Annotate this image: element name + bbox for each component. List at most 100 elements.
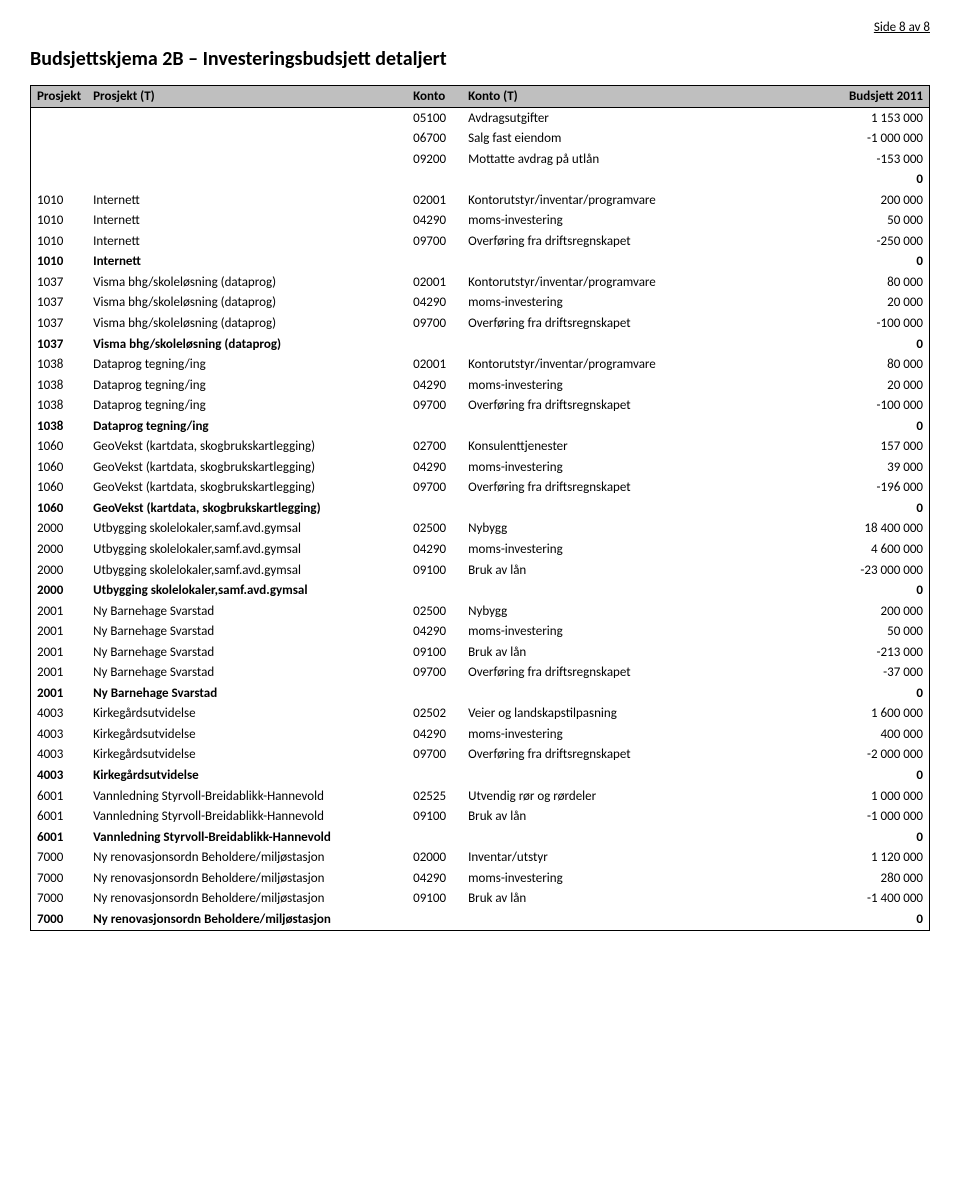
table-row: 1037Visma bhg/skoleløsning (dataprog)020… (31, 272, 930, 293)
cell-prosjekt: 2000 (31, 519, 88, 540)
cell-konto: 04290 (407, 539, 462, 560)
cell-konto-t (462, 581, 834, 602)
cell-prosjekt-t: GeoVekst (kartdata, skogbrukskartlegging… (87, 457, 407, 478)
cell-prosjekt: 6001 (31, 807, 88, 828)
table-row: 2001Ny Barnehage Svarstad02500Nybygg200 … (31, 601, 930, 622)
cell-konto-t: Bruk av lån (462, 807, 834, 828)
cell-konto-t: Utvendig rør og rørdeler (462, 786, 834, 807)
cell-prosjekt-t: Kirkegårdsutvidelse (87, 724, 407, 745)
cell-prosjekt: 4003 (31, 766, 88, 787)
cell-prosjekt: 1060 (31, 457, 88, 478)
cell-prosjekt-t: Utbygging skolelokaler,samf.avd.gymsal (87, 519, 407, 540)
cell-konto: 09700 (407, 478, 462, 499)
cell-konto-t: Mottatte avdrag på utlån (462, 149, 834, 170)
table-row: 2001Ny Barnehage Svarstad0 (31, 683, 930, 704)
table-row: 1060GeoVekst (kartdata, skogbrukskartleg… (31, 498, 930, 519)
cell-konto: 04290 (407, 293, 462, 314)
cell-prosjekt-t: Visma bhg/skoleløsning (dataprog) (87, 293, 407, 314)
cell-prosjekt (31, 108, 88, 129)
cell-prosjekt: 2001 (31, 642, 88, 663)
cell-konto-t: moms-investering (462, 622, 834, 643)
cell-prosjekt-t: Visma bhg/skoleløsning (dataprog) (87, 313, 407, 334)
cell-budget: -196 000 (835, 478, 930, 499)
cell-prosjekt: 1037 (31, 313, 88, 334)
cell-konto-t (462, 252, 834, 273)
cell-konto-t: Overføring fra driftsregnskapet (462, 231, 834, 252)
cell-prosjekt-t: Kirkegårdsutvidelse (87, 745, 407, 766)
cell-konto (407, 827, 462, 848)
cell-prosjekt-t: Dataprog tegning/ing (87, 355, 407, 376)
cell-budget: 39 000 (835, 457, 930, 478)
cell-prosjekt-t: Utbygging skolelokaler,samf.avd.gymsal (87, 539, 407, 560)
cell-prosjekt: 1037 (31, 334, 88, 355)
cell-prosjekt: 1037 (31, 272, 88, 293)
table-row: 7000Ny renovasjonsordn Beholdere/miljøst… (31, 848, 930, 869)
cell-konto: 09100 (407, 560, 462, 581)
table-row: 4003Kirkegårdsutvidelse04290moms-investe… (31, 724, 930, 745)
cell-prosjekt: 6001 (31, 786, 88, 807)
cell-konto: 02001 (407, 355, 462, 376)
cell-konto: 02500 (407, 519, 462, 540)
cell-konto (407, 683, 462, 704)
cell-prosjekt: 4003 (31, 745, 88, 766)
cell-prosjekt-t: Utbygging skolelokaler,samf.avd.gymsal (87, 560, 407, 581)
cell-prosjekt-t: Ny renovasjonsordn Beholdere/miljøstasjo… (87, 909, 407, 930)
cell-budget: 200 000 (835, 601, 930, 622)
cell-prosjekt: 2000 (31, 539, 88, 560)
cell-konto: 06700 (407, 129, 462, 150)
cell-konto: 04290 (407, 868, 462, 889)
cell-konto-t: moms-investering (462, 868, 834, 889)
cell-prosjekt-t: Ny renovasjonsordn Beholdere/miljøstasjo… (87, 889, 407, 910)
cell-prosjekt: 1038 (31, 375, 88, 396)
cell-prosjekt (31, 149, 88, 170)
cell-budget: 1 000 000 (835, 786, 930, 807)
cell-prosjekt-t: GeoVekst (kartdata, skogbrukskartlegging… (87, 478, 407, 499)
cell-prosjekt (31, 170, 88, 191)
cell-konto (407, 909, 462, 930)
cell-prosjekt-t: Ny Barnehage Svarstad (87, 601, 407, 622)
cell-konto: 04290 (407, 622, 462, 643)
cell-prosjekt: 2001 (31, 683, 88, 704)
table-row: 4003Kirkegårdsutvidelse09700Overføring f… (31, 745, 930, 766)
cell-prosjekt-t: Ny Barnehage Svarstad (87, 663, 407, 684)
cell-konto: 09100 (407, 642, 462, 663)
cell-prosjekt: 1060 (31, 437, 88, 458)
cell-budget: 0 (835, 581, 930, 602)
cell-prosjekt: 2001 (31, 663, 88, 684)
table-row: 1010Internett0 (31, 252, 930, 273)
cell-konto-t: Overføring fra driftsregnskapet (462, 745, 834, 766)
cell-konto-t: Overføring fra driftsregnskapet (462, 663, 834, 684)
cell-prosjekt-t: Ny renovasjonsordn Beholdere/miljøstasjo… (87, 848, 407, 869)
cell-budget: 50 000 (835, 622, 930, 643)
cell-prosjekt-t: Kirkegårdsutvidelse (87, 704, 407, 725)
cell-prosjekt-t: Internett (87, 252, 407, 273)
cell-budget: 0 (835, 766, 930, 787)
cell-prosjekt-t (87, 170, 407, 191)
cell-prosjekt-t (87, 129, 407, 150)
cell-prosjekt: 7000 (31, 889, 88, 910)
table-row: 7000Ny renovasjonsordn Beholdere/miljøst… (31, 868, 930, 889)
cell-konto-t: moms-investering (462, 375, 834, 396)
table-row: 1010Internett02001Kontorutstyr/inventar/… (31, 190, 930, 211)
cell-prosjekt-t: GeoVekst (kartdata, skogbrukskartlegging… (87, 437, 407, 458)
cell-konto-t: moms-investering (462, 724, 834, 745)
table-row: 2000Utbygging skolelokaler,samf.avd.gyms… (31, 539, 930, 560)
cell-konto-t (462, 909, 834, 930)
cell-konto-t (462, 334, 834, 355)
table-row: 1038Dataprog tegning/ing02001Kontorutsty… (31, 355, 930, 376)
cell-prosjekt-t: Ny Barnehage Svarstad (87, 622, 407, 643)
cell-prosjekt: 2001 (31, 622, 88, 643)
table-row: 1037Visma bhg/skoleløsning (dataprog)097… (31, 313, 930, 334)
table-row: 1060GeoVekst (kartdata, skogbrukskartleg… (31, 478, 930, 499)
cell-prosjekt: 7000 (31, 848, 88, 869)
cell-prosjekt-t: Vannledning Styrvoll-Breidablikk-Hannevo… (87, 827, 407, 848)
cell-konto: 09700 (407, 231, 462, 252)
table-row: 1038Dataprog tegning/ing09700Overføring … (31, 396, 930, 417)
cell-konto (407, 252, 462, 273)
cell-konto-t (462, 416, 834, 437)
cell-prosjekt: 1060 (31, 498, 88, 519)
table-row: 1038Dataprog tegning/ing0 (31, 416, 930, 437)
cell-konto-t: Veier og landskapstilpasning (462, 704, 834, 725)
table-row: 2000Utbygging skolelokaler,samf.avd.gyms… (31, 519, 930, 540)
cell-konto-t (462, 170, 834, 191)
